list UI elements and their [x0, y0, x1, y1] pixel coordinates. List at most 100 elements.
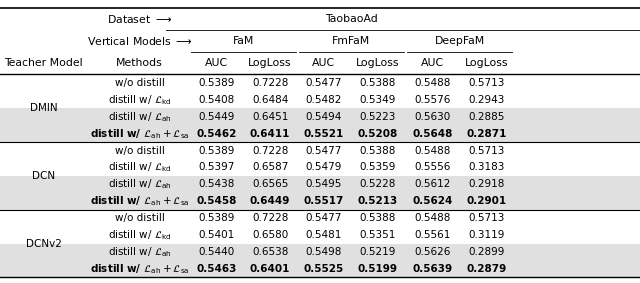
Text: 0.5612: 0.5612 — [415, 179, 451, 189]
Text: LogLoss: LogLoss — [465, 59, 508, 68]
Text: 0.5401: 0.5401 — [198, 230, 234, 240]
Text: 0.6401: 0.6401 — [250, 264, 291, 274]
Text: w/o distill: w/o distill — [115, 145, 164, 156]
Text: 0.5477: 0.5477 — [306, 145, 342, 156]
Text: distill w/ $\mathcal{L}_{\mathrm{ah}} + \mathcal{L}_{\mathrm{sa}}$: distill w/ $\mathcal{L}_{\mathrm{ah}} + … — [90, 194, 189, 208]
Text: 0.5521: 0.5521 — [304, 128, 344, 139]
Text: 0.5639: 0.5639 — [413, 264, 452, 274]
Text: distill w/ $\mathcal{L}_{\mathrm{ah}}$: distill w/ $\mathcal{L}_{\mathrm{ah}}$ — [108, 245, 172, 259]
Text: distill w/ $\mathcal{L}_{\mathrm{ah}}$: distill w/ $\mathcal{L}_{\mathrm{ah}}$ — [108, 110, 172, 124]
Text: 0.6538: 0.6538 — [252, 247, 288, 257]
Text: 0.5576: 0.5576 — [415, 95, 451, 105]
Bar — [0, 125, 640, 142]
Text: Teacher Model: Teacher Model — [4, 59, 83, 68]
Text: 0.5449: 0.5449 — [198, 112, 234, 122]
Text: 0.5213: 0.5213 — [358, 196, 397, 206]
Bar — [0, 260, 640, 277]
Bar — [0, 176, 640, 193]
Text: 0.5648: 0.5648 — [412, 128, 453, 139]
Text: 0.5349: 0.5349 — [360, 95, 396, 105]
Text: 0.5477: 0.5477 — [306, 78, 342, 88]
Text: 0.5498: 0.5498 — [306, 247, 342, 257]
Text: DCNv2: DCNv2 — [26, 239, 61, 248]
Text: FaM: FaM — [232, 37, 254, 46]
Text: 0.5359: 0.5359 — [360, 162, 396, 172]
Text: 0.5199: 0.5199 — [358, 264, 397, 274]
Text: 0.7228: 0.7228 — [252, 145, 288, 156]
Text: 0.5525: 0.5525 — [304, 264, 344, 274]
Text: 0.2871: 0.2871 — [466, 128, 507, 139]
Text: 0.5556: 0.5556 — [415, 162, 451, 172]
Text: 0.2885: 0.2885 — [468, 112, 504, 122]
Text: 0.5440: 0.5440 — [198, 247, 234, 257]
Text: 0.5388: 0.5388 — [360, 145, 396, 156]
Bar — [0, 108, 640, 125]
Text: 0.3183: 0.3183 — [468, 162, 504, 172]
Text: 0.5630: 0.5630 — [415, 112, 451, 122]
Text: AUC: AUC — [312, 59, 335, 68]
Text: 0.5488: 0.5488 — [415, 145, 451, 156]
Text: 0.5223: 0.5223 — [360, 112, 396, 122]
Text: LogLoss: LogLoss — [248, 59, 292, 68]
Text: 0.5408: 0.5408 — [198, 95, 234, 105]
Text: 0.5713: 0.5713 — [468, 145, 504, 156]
Text: 0.6580: 0.6580 — [252, 230, 288, 240]
Text: 0.5713: 0.5713 — [468, 213, 504, 223]
Text: 0.3119: 0.3119 — [468, 230, 504, 240]
Text: 0.5488: 0.5488 — [415, 78, 451, 88]
Text: 0.5351: 0.5351 — [360, 230, 396, 240]
Text: DMIN: DMIN — [29, 103, 58, 113]
Text: distill w/ $\mathcal{L}_{\mathrm{kd}}$: distill w/ $\mathcal{L}_{\mathrm{kd}}$ — [108, 93, 172, 107]
Text: 0.5208: 0.5208 — [358, 128, 397, 139]
Text: 0.2901: 0.2901 — [467, 196, 506, 206]
Text: 0.2918: 0.2918 — [468, 179, 504, 189]
Text: w/o distill: w/o distill — [115, 78, 164, 88]
Text: w/o distill: w/o distill — [115, 213, 164, 223]
Text: 0.6451: 0.6451 — [252, 112, 288, 122]
Text: 0.5482: 0.5482 — [306, 95, 342, 105]
Text: 0.2943: 0.2943 — [468, 95, 504, 105]
Text: distill w/ $\mathcal{L}_{\mathrm{kd}}$: distill w/ $\mathcal{L}_{\mathrm{kd}}$ — [108, 160, 172, 174]
Text: distill w/ $\mathcal{L}_{\mathrm{ah}} + \mathcal{L}_{\mathrm{sa}}$: distill w/ $\mathcal{L}_{\mathrm{ah}} + … — [90, 262, 189, 276]
Text: DCN: DCN — [32, 171, 55, 181]
Text: Methods: Methods — [116, 59, 163, 68]
Text: 0.5462: 0.5462 — [196, 128, 237, 139]
Text: 0.5494: 0.5494 — [306, 112, 342, 122]
Text: 0.7228: 0.7228 — [252, 213, 288, 223]
Text: 0.6449: 0.6449 — [250, 196, 291, 206]
Text: Dataset $\longrightarrow$: Dataset $\longrightarrow$ — [107, 14, 172, 25]
Text: 0.5389: 0.5389 — [198, 78, 234, 88]
Text: TaobaoAd: TaobaoAd — [325, 14, 378, 25]
Text: 0.5228: 0.5228 — [360, 179, 396, 189]
Text: 0.5495: 0.5495 — [306, 179, 342, 189]
Text: 0.6411: 0.6411 — [250, 128, 291, 139]
Text: distill w/ $\mathcal{L}_{\mathrm{kd}}$: distill w/ $\mathcal{L}_{\mathrm{kd}}$ — [108, 228, 172, 242]
Text: 0.5388: 0.5388 — [360, 78, 396, 88]
Text: 0.5477: 0.5477 — [306, 213, 342, 223]
Text: 0.2879: 0.2879 — [467, 264, 506, 274]
Text: 0.5397: 0.5397 — [198, 162, 234, 172]
Text: AUC: AUC — [421, 59, 444, 68]
Text: 0.6484: 0.6484 — [252, 95, 288, 105]
Text: 0.7228: 0.7228 — [252, 78, 288, 88]
Text: 0.2899: 0.2899 — [468, 247, 504, 257]
Text: distill w/ $\mathcal{L}_{\mathrm{ah}}$: distill w/ $\mathcal{L}_{\mathrm{ah}}$ — [108, 177, 172, 191]
Text: 0.5517: 0.5517 — [303, 196, 344, 206]
Text: 0.6587: 0.6587 — [252, 162, 288, 172]
Text: 0.5624: 0.5624 — [412, 196, 453, 206]
Text: 0.5481: 0.5481 — [306, 230, 342, 240]
Text: AUC: AUC — [205, 59, 228, 68]
Text: 0.6565: 0.6565 — [252, 179, 288, 189]
Text: 0.5626: 0.5626 — [415, 247, 451, 257]
Text: 0.5713: 0.5713 — [468, 78, 504, 88]
Text: 0.5488: 0.5488 — [415, 213, 451, 223]
Text: 0.5438: 0.5438 — [198, 179, 234, 189]
Text: 0.5388: 0.5388 — [360, 213, 396, 223]
Text: 0.5561: 0.5561 — [415, 230, 451, 240]
Text: FmFaM: FmFaM — [332, 37, 371, 46]
Text: LogLoss: LogLoss — [356, 59, 399, 68]
Text: Vertical Models $\longrightarrow$: Vertical Models $\longrightarrow$ — [86, 35, 193, 48]
Text: distill w/ $\mathcal{L}_{\mathrm{ah}} + \mathcal{L}_{\mathrm{sa}}$: distill w/ $\mathcal{L}_{\mathrm{ah}} + … — [90, 127, 189, 141]
Text: DeepFaM: DeepFaM — [435, 37, 484, 46]
Bar — [0, 244, 640, 260]
